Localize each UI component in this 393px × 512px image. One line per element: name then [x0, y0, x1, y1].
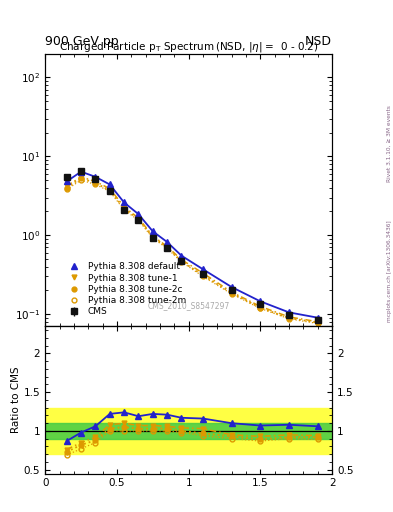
- Pythia 8.308 tune-2c: [165, 244, 169, 250]
- Pythia 8.308 default: [122, 199, 127, 205]
- Pythia 8.308 tune-1: [122, 204, 127, 210]
- Title: Charged Particle p$_\mathregular{T}$ Spectrum$\,$(NSD, |$\eta$| =  0 - 0.2): Charged Particle p$_\mathregular{T}$ Spe…: [59, 40, 318, 54]
- Y-axis label: Ratio to CMS: Ratio to CMS: [11, 367, 21, 433]
- Pythia 8.308 tune-2c: [64, 185, 69, 191]
- Pythia 8.308 default: [287, 309, 292, 315]
- Pythia 8.308 default: [165, 239, 169, 245]
- Pythia 8.308 tune-2m: [179, 259, 184, 265]
- Pythia 8.308 default: [107, 181, 112, 187]
- Pythia 8.308 tune-1: [287, 314, 292, 320]
- Pythia 8.308 default: [179, 252, 184, 259]
- Pythia 8.308 tune-1: [258, 303, 263, 309]
- Pythia 8.308 tune-2c: [201, 272, 206, 279]
- Pythia 8.308 tune-1: [315, 318, 320, 325]
- Pythia 8.308 tune-2m: [136, 217, 141, 223]
- Pythia 8.308 tune-2m: [165, 245, 169, 251]
- Pythia 8.308 default: [64, 178, 69, 184]
- Pythia 8.308 tune-2c: [315, 319, 320, 326]
- Pythia 8.308 tune-2m: [201, 273, 206, 280]
- Pythia 8.308 tune-1: [179, 257, 184, 263]
- Pythia 8.308 tune-2m: [107, 188, 112, 195]
- Text: CMS_2010_S8547297: CMS_2010_S8547297: [147, 301, 230, 310]
- Pythia 8.308 tune-2c: [287, 315, 292, 321]
- Pythia 8.308 tune-2c: [107, 187, 112, 194]
- Pythia 8.308 tune-1: [136, 215, 141, 221]
- Text: Rivet 3.1.10, ≥ 3M events: Rivet 3.1.10, ≥ 3M events: [387, 105, 391, 182]
- Legend: Pythia 8.308 default, Pythia 8.308 tune-1, Pythia 8.308 tune-2c, Pythia 8.308 tu: Pythia 8.308 default, Pythia 8.308 tune-…: [64, 262, 186, 316]
- Pythia 8.308 tune-1: [230, 289, 234, 295]
- Pythia 8.308 default: [258, 298, 263, 305]
- Pythia 8.308 tune-1: [165, 243, 169, 249]
- Pythia 8.308 tune-2m: [93, 181, 98, 187]
- Bar: [45, 408, 332, 454]
- Pythia 8.308 tune-2m: [122, 207, 127, 213]
- Pythia 8.308 tune-1: [151, 233, 155, 239]
- Text: NSD: NSD: [305, 35, 332, 48]
- Line: Pythia 8.308 tune-2c: Pythia 8.308 tune-2c: [64, 176, 320, 325]
- Pythia 8.308 default: [93, 174, 98, 180]
- Line: Pythia 8.308 tune-2m: Pythia 8.308 tune-2m: [64, 178, 320, 326]
- Text: 900 GeV pp: 900 GeV pp: [45, 35, 119, 48]
- Line: Pythia 8.308 tune-1: Pythia 8.308 tune-1: [64, 175, 320, 324]
- Line: Pythia 8.308 default: Pythia 8.308 default: [64, 169, 321, 321]
- Pythia 8.308 tune-2c: [230, 290, 234, 296]
- Pythia 8.308 tune-2m: [258, 305, 263, 311]
- Pythia 8.308 tune-2c: [179, 258, 184, 264]
- Text: mcplots.cern.ch [arXiv:1306.3436]: mcplots.cern.ch [arXiv:1306.3436]: [387, 221, 391, 322]
- Pythia 8.308 default: [315, 314, 320, 321]
- Pythia 8.308 tune-2c: [122, 205, 127, 211]
- Pythia 8.308 default: [201, 266, 206, 272]
- Pythia 8.308 tune-2c: [136, 216, 141, 222]
- Bar: [45, 423, 332, 439]
- Pythia 8.308 tune-1: [107, 185, 112, 191]
- Pythia 8.308 tune-1: [93, 178, 98, 184]
- Pythia 8.308 default: [136, 211, 141, 217]
- Pythia 8.308 default: [230, 284, 234, 290]
- Pythia 8.308 tune-1: [201, 270, 206, 276]
- Pythia 8.308 tune-2m: [64, 186, 69, 193]
- Pythia 8.308 tune-2m: [230, 291, 234, 297]
- Pythia 8.308 tune-2c: [79, 175, 83, 181]
- Pythia 8.308 tune-2c: [258, 305, 263, 311]
- Pythia 8.308 tune-2c: [93, 180, 98, 186]
- Pythia 8.308 tune-2m: [79, 177, 83, 183]
- Pythia 8.308 tune-2m: [315, 321, 320, 327]
- Pythia 8.308 default: [79, 168, 83, 175]
- Pythia 8.308 tune-2m: [287, 316, 292, 322]
- Pythia 8.308 tune-2m: [151, 235, 155, 241]
- Pythia 8.308 tune-1: [64, 183, 69, 189]
- Pythia 8.308 tune-2c: [151, 234, 155, 240]
- Pythia 8.308 tune-1: [79, 174, 83, 180]
- Pythia 8.308 default: [151, 228, 155, 234]
